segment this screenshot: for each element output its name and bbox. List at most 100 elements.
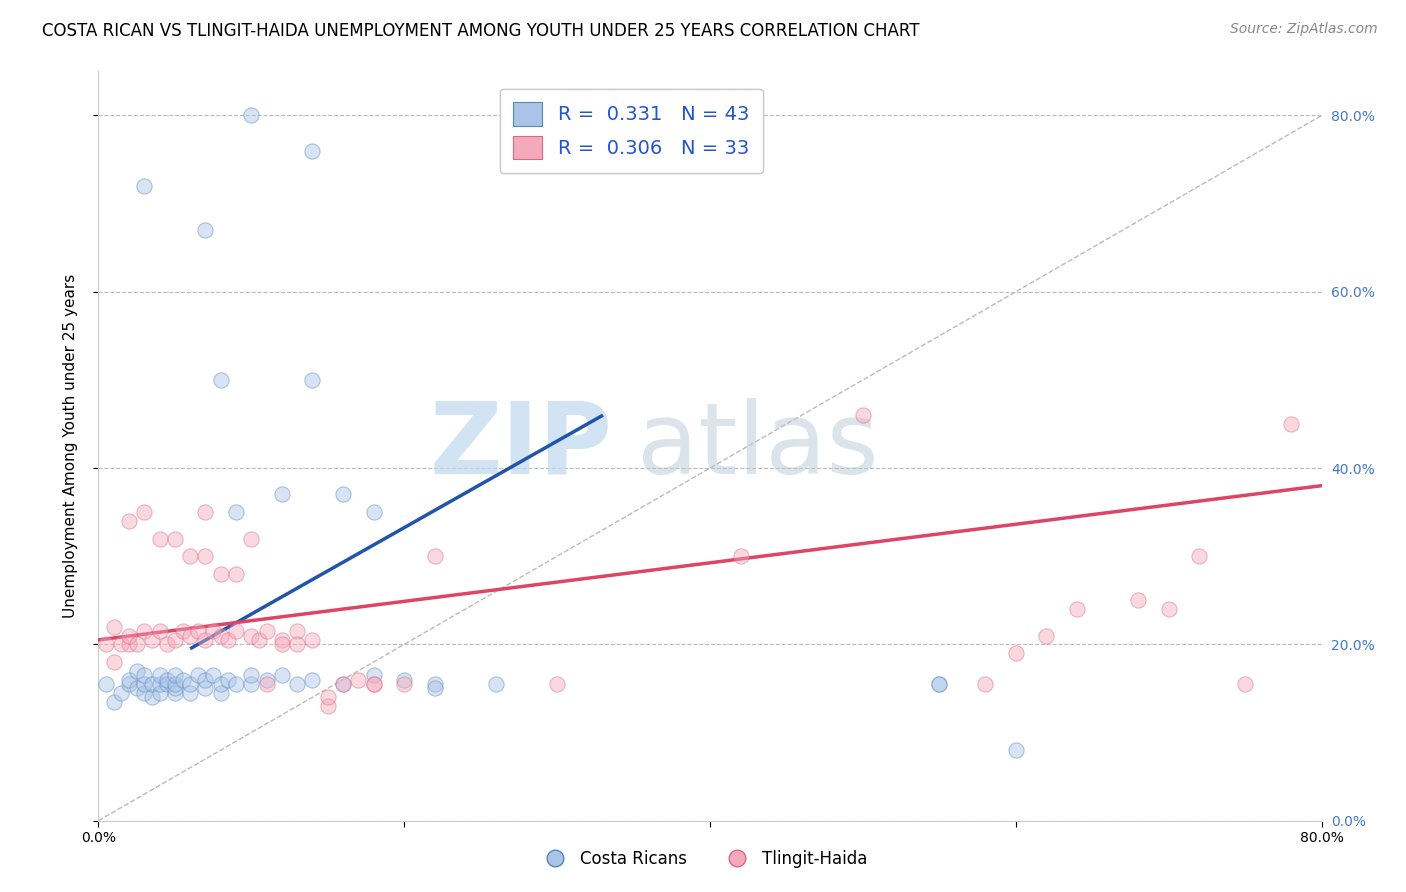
Point: [163, 632, 186, 647]
Point: [149, 624, 172, 639]
Point: [156, 677, 179, 691]
Point: [172, 624, 194, 639]
Point: [179, 628, 201, 642]
Point: [392, 673, 416, 687]
Point: [134, 624, 156, 639]
Point: [118, 673, 141, 687]
Point: [270, 487, 292, 501]
Point: [110, 637, 132, 651]
Point: [134, 668, 156, 682]
Point: [928, 677, 950, 691]
Point: [118, 637, 141, 651]
Point: [285, 637, 308, 651]
Point: [103, 695, 125, 709]
Point: [1035, 628, 1057, 642]
Point: [103, 620, 125, 634]
Point: [187, 668, 209, 682]
Point: [423, 681, 446, 696]
Point: [225, 624, 247, 639]
Point: [134, 677, 156, 691]
Point: [974, 677, 997, 691]
Point: [1066, 602, 1088, 616]
Point: [485, 677, 508, 691]
Point: [270, 632, 292, 647]
Point: [209, 628, 232, 642]
Point: [156, 637, 179, 651]
Point: [363, 668, 385, 682]
Text: ZIP: ZIP: [429, 398, 612, 494]
Point: [194, 549, 217, 564]
Text: atlas: atlas: [637, 398, 879, 494]
Point: [270, 668, 292, 682]
Point: [240, 108, 263, 122]
Point: [928, 677, 950, 691]
Legend: R =  0.331   N = 43, R =  0.306   N = 33: R = 0.331 N = 43, R = 0.306 N = 33: [499, 88, 763, 173]
Point: [187, 624, 209, 639]
Point: [225, 677, 247, 691]
Point: [347, 673, 370, 687]
Point: [423, 677, 446, 691]
Point: [240, 628, 263, 642]
Point: [301, 673, 323, 687]
Point: [1279, 417, 1302, 431]
Y-axis label: Unemployment Among Youth under 25 years: Unemployment Among Youth under 25 years: [63, 274, 77, 618]
Point: [1004, 743, 1026, 757]
Point: [301, 373, 323, 387]
Legend: Costa Ricans, Tlingit-Haida: Costa Ricans, Tlingit-Haida: [531, 844, 875, 875]
Point: [172, 673, 194, 687]
Point: [194, 632, 217, 647]
Point: [285, 624, 308, 639]
Point: [217, 673, 239, 687]
Point: [156, 673, 179, 687]
Point: [179, 686, 201, 700]
Point: [256, 624, 278, 639]
Point: [285, 677, 308, 691]
Point: [194, 505, 217, 519]
Point: [194, 681, 217, 696]
Point: [332, 487, 354, 501]
Point: [363, 505, 385, 519]
Point: [110, 686, 132, 700]
Point: [118, 628, 141, 642]
Point: [103, 655, 125, 669]
Point: [209, 677, 232, 691]
Point: [163, 677, 186, 691]
Point: [202, 668, 225, 682]
Point: [163, 668, 186, 682]
Point: [141, 690, 163, 705]
Point: [240, 532, 263, 546]
Point: [1157, 602, 1180, 616]
Point: [301, 632, 323, 647]
Point: [301, 144, 323, 158]
Point: [363, 677, 385, 691]
Point: [149, 668, 172, 682]
Point: [134, 505, 156, 519]
Point: [194, 673, 217, 687]
Point: [730, 549, 752, 564]
Point: [1188, 549, 1211, 564]
Point: [1004, 646, 1026, 660]
Point: [217, 632, 239, 647]
Point: [125, 664, 148, 678]
Point: [149, 532, 172, 546]
Point: [225, 566, 247, 581]
Point: [94, 677, 117, 691]
Point: [363, 677, 385, 691]
Point: [332, 677, 354, 691]
Point: [1128, 593, 1150, 607]
Point: [546, 677, 568, 691]
Point: [209, 686, 232, 700]
Point: [141, 677, 163, 691]
Point: [240, 668, 263, 682]
Point: [423, 549, 446, 564]
Point: [209, 373, 232, 387]
Point: [392, 677, 416, 691]
Point: [316, 699, 339, 714]
Point: [125, 681, 148, 696]
Point: [225, 505, 247, 519]
Point: [256, 677, 278, 691]
Point: [332, 677, 354, 691]
Point: [149, 686, 172, 700]
Point: [134, 686, 156, 700]
Point: [179, 677, 201, 691]
